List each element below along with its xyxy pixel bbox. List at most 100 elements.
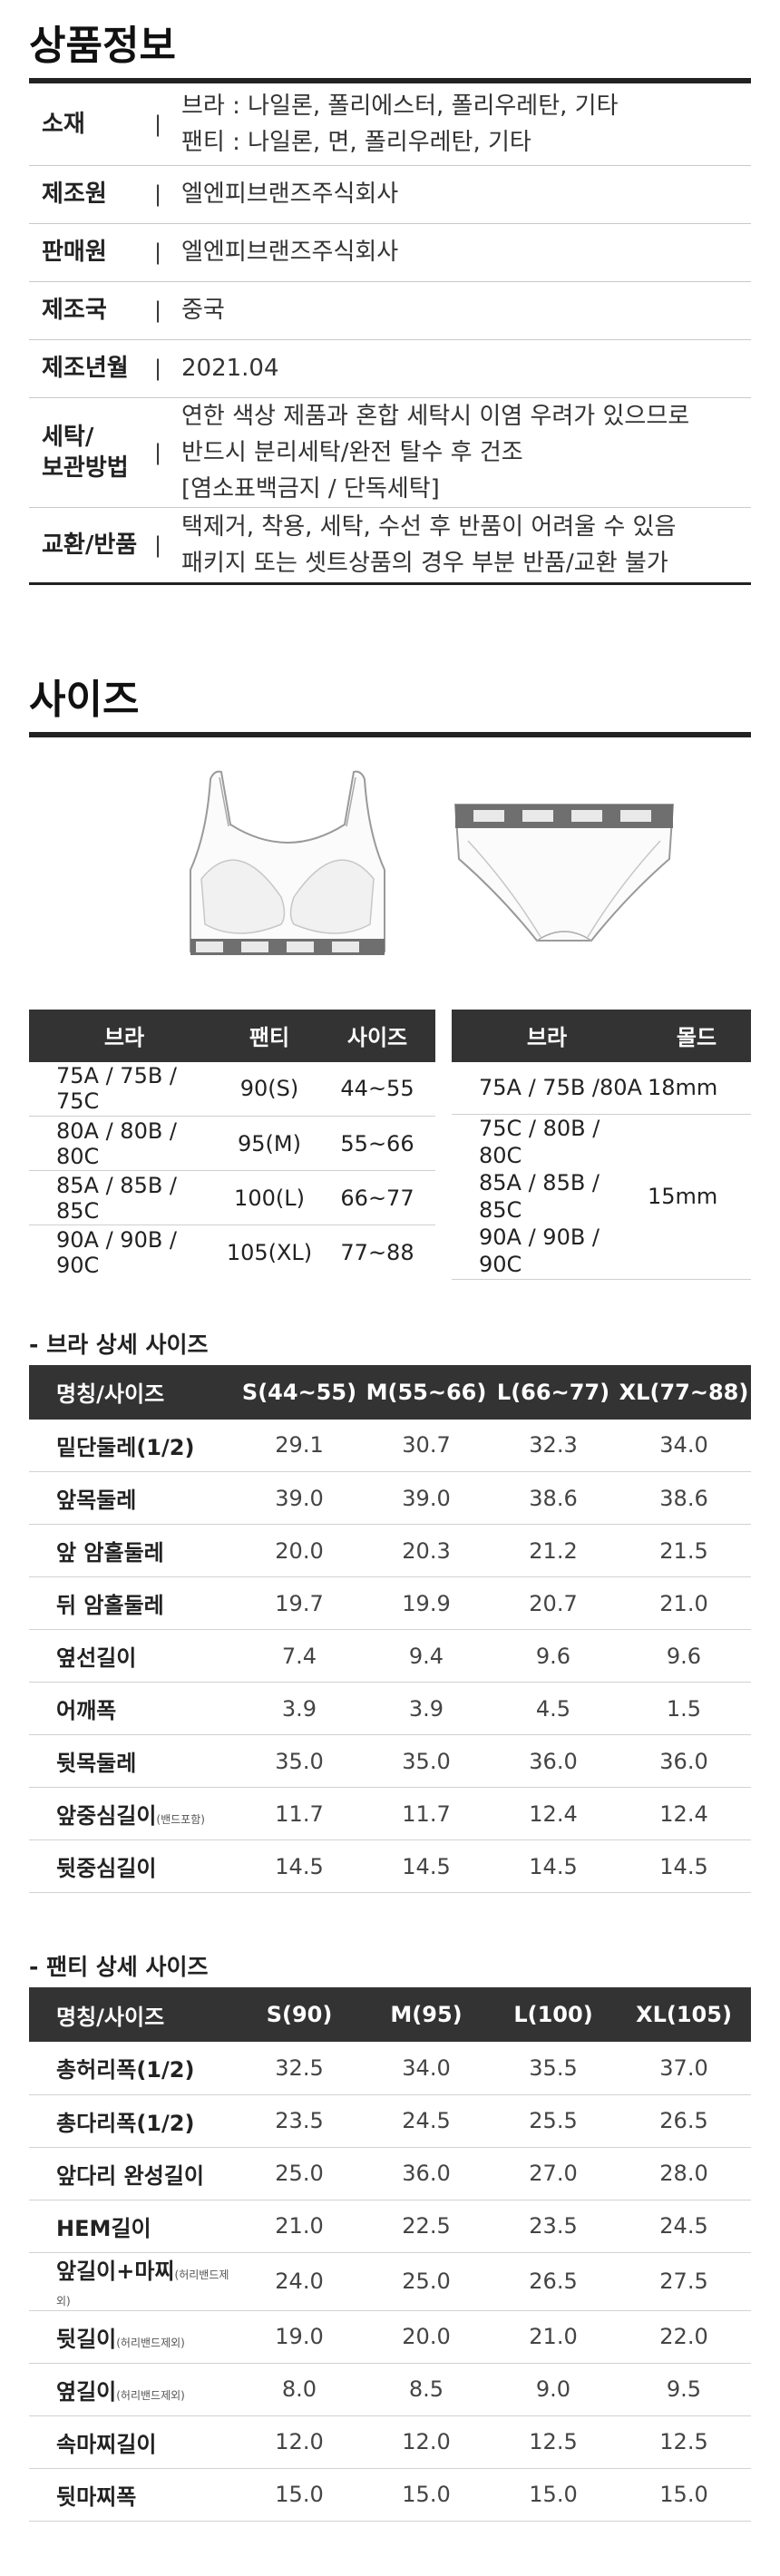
bra_detail-value-cell: 11.7 <box>236 1787 363 1840</box>
panty_detail-value-cell: 24.5 <box>363 2094 490 2148</box>
row-name-note: (밴드포함) <box>156 1813 205 1826</box>
info-value-line: 택제거, 착용, 세탁, 수선 후 반품이 어려울 수 있음 <box>181 512 677 541</box>
row-name-text: 총다리폭(1/2) <box>56 2110 195 2136</box>
panty_detail-row: 뒷마찌폭 15.0 15.0 15.0 15.0 <box>29 2468 751 2522</box>
panty_detail-value-cell: 21.0 <box>490 2310 617 2364</box>
row-name-text: 뒷길이 <box>56 2326 117 2352</box>
row-name-text: HEM길이 <box>56 2215 151 2241</box>
panty_detail-row-name: 총다리폭(1/2) <box>29 2094 236 2148</box>
panty_detail-header-cell: XL(105) <box>617 1987 751 2042</box>
row-name-text: 옆선길이 <box>56 1645 137 1671</box>
info-value: 택제거, 착용, 세탁, 수선 후 반품이 어려울 수 있음 패키지 또는 셋트상… <box>181 507 751 585</box>
info-value: 중국 <box>181 281 751 340</box>
panty_detail-row-name: 뒷마찌폭 <box>29 2468 236 2522</box>
mold-row: 75A / 75B /80A 18mm <box>452 1061 751 1116</box>
size-header-panty: 팬티 <box>219 1009 319 1062</box>
info-row: 소재 | 브라 : 나일론, 폴리에스터, 폴리우레탄, 기타 팬티 : 나일론, 면… <box>29 83 751 166</box>
bra_detail-row-name: 뒷중심길이 <box>29 1839 236 1893</box>
info-value-line: 2021.04 <box>181 355 279 382</box>
size-conversion-table: 브라 팬티 사이즈 75A / 75B / 75C 90(S) 44~55 80A /… <box>29 1009 435 1280</box>
info-separator: | <box>154 281 181 340</box>
bra_detail-value-cell: 20.0 <box>236 1524 363 1577</box>
info-label: 제조국 <box>29 281 154 340</box>
bra_detail-value-cell: 36.0 <box>490 1734 617 1788</box>
size-tables: 브라 팬티 사이즈 75A / 75B / 75C 90(S) 44~55 80A /… <box>29 1009 751 1280</box>
info-separator: | <box>154 507 181 585</box>
mold-bra-cell: 75A / 75B /80A <box>452 1061 642 1116</box>
bra_detail-value-cell: 39.0 <box>236 1471 363 1525</box>
panty_detail-value-cell: 15.0 <box>617 2468 751 2522</box>
bra_detail-row: 앞 암홀둘레 20.0 20.3 21.2 21.5 <box>29 1524 751 1577</box>
panty_detail-value-cell: 24.5 <box>617 2200 751 2253</box>
info-value-line: [염소표백금지 / 단독세탁] <box>181 474 440 503</box>
bra-detail-table: 명칭/사이즈 S(44~55) M(55~66) L(66~77) XL(77~88) … <box>29 1364 751 1893</box>
bra_detail-value-cell: 19.9 <box>363 1576 490 1630</box>
bra_detail-row-name: 뒤 암홀둘레 <box>29 1576 236 1630</box>
panty_detail-value-cell: 15.0 <box>363 2468 490 2522</box>
size-row: 80A / 80B / 80C 95(M) 55~66 <box>29 1116 435 1171</box>
size-title: 사이즈 <box>29 654 751 737</box>
panty_detail-value-cell: 15.0 <box>490 2468 617 2522</box>
size-cell: 75A / 75B / 75C <box>29 1061 219 1117</box>
size-cell: 90A / 90B / 90C <box>56 1226 178 1278</box>
panty_detail-value-cell: 23.5 <box>490 2200 617 2253</box>
row-name-text: 앞 암홀둘레 <box>56 1540 164 1566</box>
panty_detail-value-cell: 19.0 <box>236 2310 363 2364</box>
bra_detail-value-cell: 9.4 <box>363 1629 490 1683</box>
info-value: 연한 색상 제품과 혼합 세탁시 이염 우려가 있으므로 반드시 분리세탁/완전 … <box>181 397 751 508</box>
panty_detail-value-cell: 22.5 <box>363 2200 490 2253</box>
panty_detail-row: 총다리폭(1/2) 23.5 24.5 25.5 26.5 <box>29 2094 751 2148</box>
bra_detail-row: 뒷목둘레 35.0 35.0 36.0 36.0 <box>29 1734 751 1788</box>
panty_detail-value-cell: 12.0 <box>363 2415 490 2469</box>
info-separator: | <box>154 339 181 398</box>
info-label-line: 보관방법 <box>42 454 129 482</box>
panty_detail-row: 앞길이+마찌(허리밴드제외) 24.0 25.0 26.5 27.5 <box>29 2252 751 2311</box>
info-separator: | <box>154 397 181 508</box>
panty_detail-row: 옆길이(허리밴드제외) 8.0 8.5 9.0 9.5 <box>29 2363 751 2416</box>
panty_detail-value-cell: 23.5 <box>236 2094 363 2148</box>
bra_detail-value-cell: 36.0 <box>617 1734 751 1788</box>
info-label-line: 교환/반품 <box>42 531 138 559</box>
panty_detail-value-cell: 21.0 <box>236 2200 363 2253</box>
panty_detail-value-cell: 26.5 <box>617 2094 751 2148</box>
info-value-line: 반드시 분리세탁/완전 탈수 후 건조 <box>181 438 523 466</box>
bra_detail-value-cell: 21.2 <box>490 1524 617 1577</box>
panty_detail-row: 앞다리 완성길이 25.0 36.0 27.0 28.0 <box>29 2147 751 2200</box>
bra_detail-value-cell: 39.0 <box>363 1471 490 1525</box>
bra_detail-value-cell: 35.0 <box>236 1734 363 1788</box>
bra_detail-row-name: 어깨폭 <box>29 1682 236 1735</box>
info-separator: | <box>154 165 181 224</box>
bra_detail-value-cell: 20.7 <box>490 1576 617 1630</box>
panty_detail-value-cell: 36.0 <box>363 2147 490 2200</box>
bra_detail-row: 뒷중심길이 14.5 14.5 14.5 14.5 <box>29 1839 751 1893</box>
info-value-line: 팬티 : 나일론, 면, 폴리우레탄, 기타 <box>181 128 531 156</box>
row-name-text: 속마찌길이 <box>56 2431 157 2457</box>
size-cell: 105(XL) <box>226 1239 313 1265</box>
panty_detail-row: HEM길이 21.0 22.5 23.5 24.5 <box>29 2200 751 2253</box>
info-value-line: 엘엔피브랜즈주식회사 <box>181 181 399 208</box>
row-name-text: 뒷마찌폭 <box>56 2483 137 2510</box>
panty_detail-value-cell: 15.0 <box>236 2468 363 2522</box>
mold-header-bra: 브라 <box>452 1009 642 1062</box>
info-label-line: 제조국 <box>42 297 107 324</box>
mold-bra-cell: 75C / 80B / 80C 85A / 85B / 85C 90A / 90B … <box>452 1114 642 1280</box>
bra_detail-header-cell: M(55~66) <box>363 1364 490 1420</box>
mold-table: 브라 몰드 75A / 75B /80A 18mm 75C / 80B / 80C 8… <box>452 1009 751 1280</box>
panty_detail-value-cell: 12.0 <box>236 2415 363 2469</box>
product-info-title: 상품정보 <box>29 0 751 83</box>
info-row: 제조년월 | 2021.04 <box>29 339 751 398</box>
size-cell: 80A / 80B / 80C <box>29 1116 219 1171</box>
panty_detail-value-cell: 25.0 <box>363 2252 490 2311</box>
bra_detail-row-name: 앞목둘레 <box>29 1471 236 1525</box>
info-value: 2021.04 <box>181 339 751 398</box>
bra_detail-value-cell: 34.0 <box>617 1419 751 1472</box>
info-label-line: 제조년월 <box>42 355 129 382</box>
mold-value-cell: 15mm <box>642 1114 751 1280</box>
panty_detail-row-name: HEM길이 <box>29 2200 236 2253</box>
info-value-line: 브라 : 나일론, 폴리에스터, 폴리우레탄, 기타 <box>181 92 619 120</box>
bra_detail-header-cell: S(44~55) <box>236 1364 363 1420</box>
info-row: 교환/반품 | 택제거, 착용, 세탁, 수선 후 반품이 어려울 수 있음 패키지 … <box>29 507 751 585</box>
bra_detail-value-cell: 11.7 <box>363 1787 490 1840</box>
